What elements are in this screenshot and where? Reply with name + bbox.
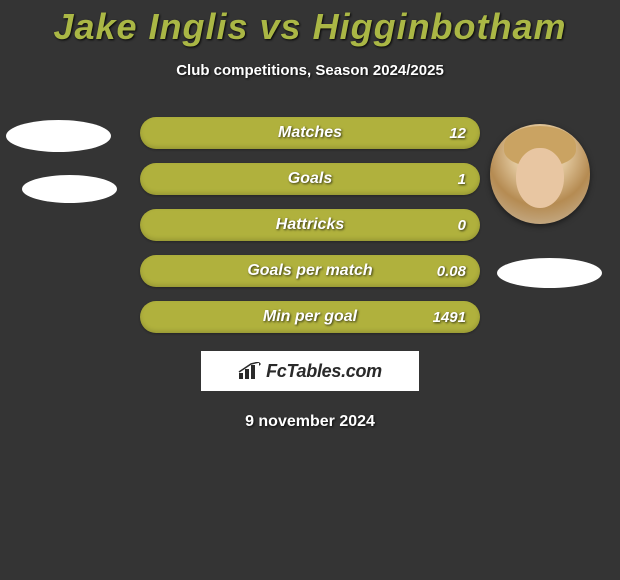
- stat-bar: Hattricks 0: [140, 209, 480, 241]
- stat-label: Goals per match: [247, 262, 372, 280]
- page-title: Jake Inglis vs Higginbotham: [0, 0, 620, 48]
- stat-bar: Min per goal 1491: [140, 301, 480, 333]
- stat-label: Goals: [288, 170, 332, 188]
- stat-row-hattricks: Hattricks 0: [0, 209, 620, 241]
- stat-value: 0: [458, 217, 466, 234]
- stat-row-matches: Matches 12: [0, 117, 620, 149]
- stat-value: 0.08: [437, 263, 466, 280]
- stat-value: 1: [458, 171, 466, 188]
- stat-bar: Goals 1: [140, 163, 480, 195]
- stat-bar: Goals per match 0.08: [140, 255, 480, 287]
- brand-box[interactable]: FcTables.com: [201, 351, 419, 391]
- stat-bar: Matches 12: [140, 117, 480, 149]
- stats-container: Matches 12 Goals 1 Hattricks 0 Goals per…: [0, 117, 620, 333]
- stat-label: Hattricks: [276, 216, 344, 234]
- stat-label: Matches: [278, 124, 342, 142]
- brand-text: FcTables.com: [266, 361, 382, 382]
- date-text: 9 november 2024: [0, 413, 620, 431]
- subtitle: Club competitions, Season 2024/2025: [0, 62, 620, 79]
- stat-value: 12: [449, 125, 466, 142]
- stat-row-goals-per-match: Goals per match 0.08: [0, 255, 620, 287]
- stat-row-min-per-goal: Min per goal 1491: [0, 301, 620, 333]
- stat-row-goals: Goals 1: [0, 163, 620, 195]
- bar-chart-icon: [238, 362, 262, 380]
- stat-value: 1491: [433, 309, 466, 326]
- stat-label: Min per goal: [263, 308, 357, 326]
